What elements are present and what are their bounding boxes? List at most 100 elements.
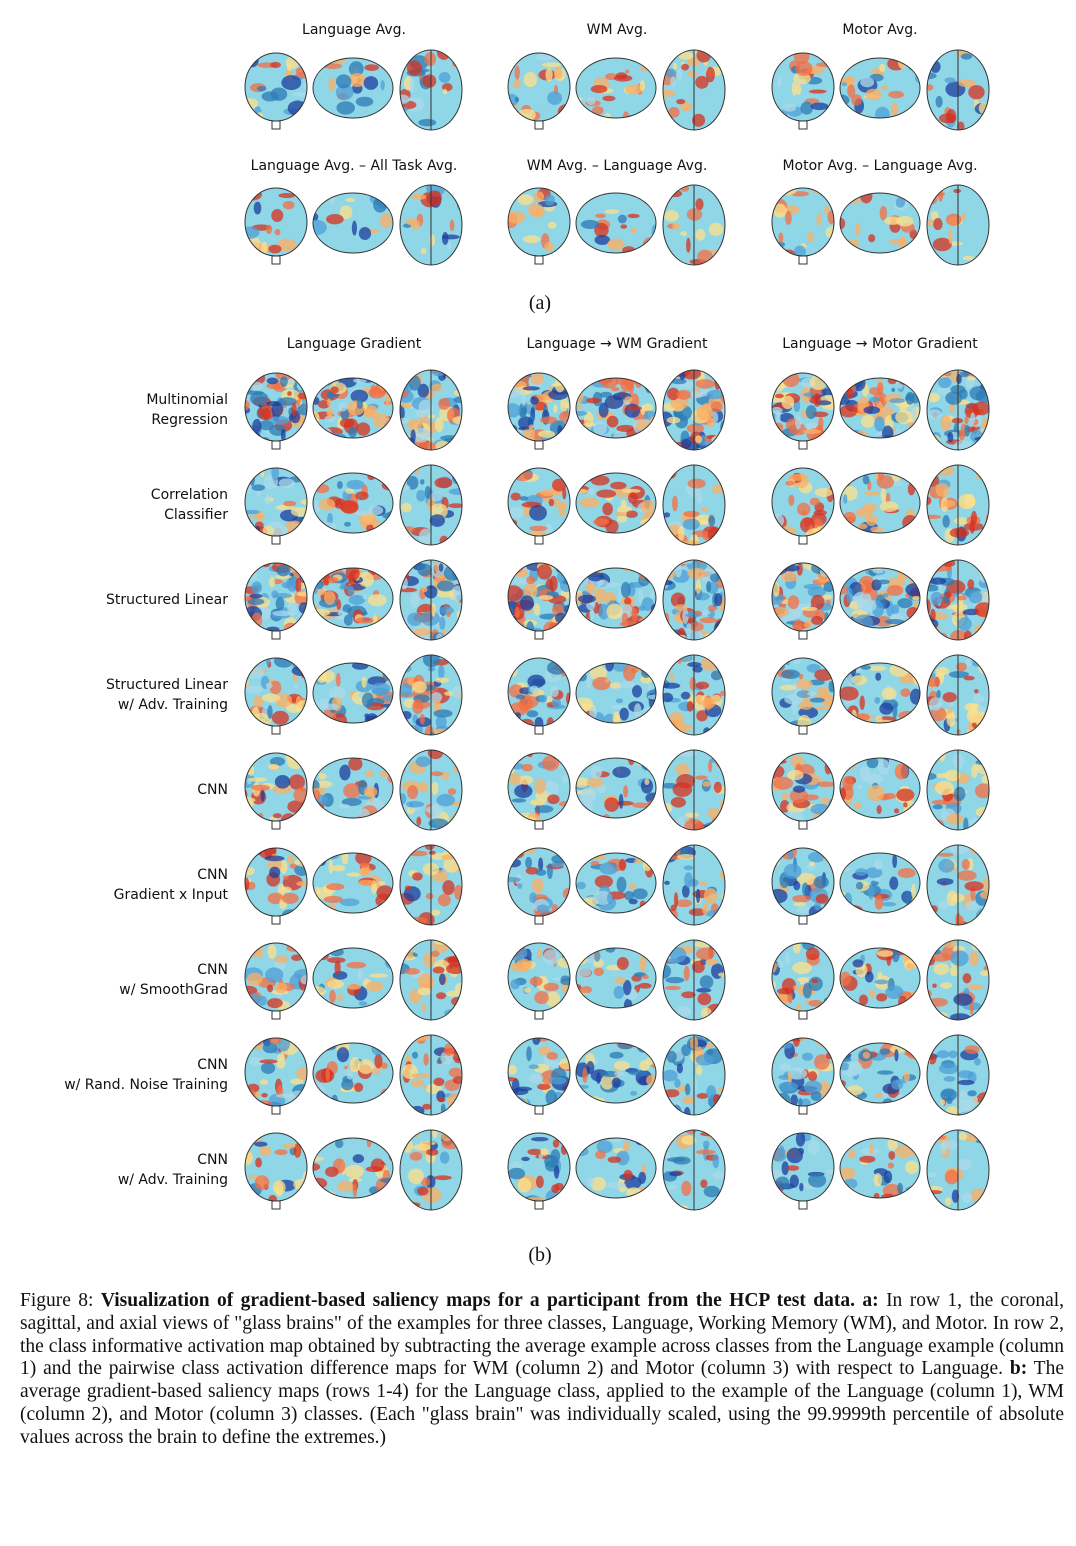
brain-view	[245, 53, 307, 121]
brain-blob	[278, 478, 295, 489]
brain-blob	[616, 957, 629, 970]
brain-blob	[840, 971, 852, 986]
brain-blob	[778, 1062, 791, 1071]
brain-blob	[927, 584, 940, 592]
brain-blob	[304, 699, 307, 714]
brain-outline	[312, 1042, 394, 1104]
brain-blob	[273, 593, 293, 599]
brain-view	[313, 663, 393, 723]
brain-blob	[683, 965, 690, 981]
brain-blob	[792, 785, 806, 793]
brain-blob	[245, 189, 262, 201]
brain-blob	[341, 1078, 354, 1091]
brain-blob	[432, 966, 445, 974]
brain-blob	[408, 1168, 424, 1185]
brain-blob	[927, 532, 937, 545]
brain-blob	[719, 465, 725, 477]
brain-blob	[694, 775, 708, 780]
brain-outline	[839, 57, 921, 119]
brain-blob	[433, 709, 453, 718]
brain-blob	[680, 438, 692, 449]
brain-blob	[803, 429, 822, 434]
brain-outline	[312, 662, 394, 724]
brain-blob	[808, 1173, 827, 1188]
brain-view	[508, 658, 570, 726]
brain-blob	[600, 1074, 614, 1090]
brain-blob	[807, 691, 818, 696]
brain-blob	[877, 971, 883, 979]
brain-blob	[842, 775, 854, 791]
brain-view	[840, 473, 920, 533]
brain-blob	[640, 404, 646, 416]
brain-blob	[801, 1052, 814, 1061]
brain-blob	[816, 213, 823, 226]
brain-blob	[404, 968, 420, 975]
brain-blob	[509, 773, 521, 785]
brain-blob	[944, 1169, 959, 1185]
brain-blob	[879, 702, 894, 715]
brain-blob	[431, 781, 439, 795]
brain-blob	[301, 658, 307, 671]
brain-outline	[575, 472, 657, 534]
brain-blob	[672, 222, 680, 230]
brain-blob	[551, 698, 562, 708]
brain-blob	[607, 1156, 622, 1163]
brain-blob	[703, 1185, 720, 1198]
brain-outline	[312, 472, 394, 534]
brain-blob	[927, 750, 931, 758]
brain-blob	[663, 692, 674, 703]
brain-blob	[772, 373, 785, 380]
brain-blob	[335, 1139, 344, 1149]
brain-blob	[527, 1148, 542, 1156]
brain-blob	[906, 525, 920, 533]
brain-blob	[887, 1138, 898, 1151]
brain-blob	[927, 1040, 934, 1048]
brain-blob	[245, 877, 250, 891]
brain-blob	[339, 764, 351, 781]
brain-blob	[953, 786, 966, 802]
brain-blob	[683, 865, 694, 871]
brain-blob	[576, 488, 588, 494]
brain-blob	[335, 672, 341, 687]
brain-blob	[840, 1167, 856, 1180]
brain-blob	[329, 989, 336, 1004]
brain-blob	[785, 951, 790, 965]
brain-blob	[378, 624, 385, 628]
brain-blob	[533, 603, 541, 616]
brain-blob	[323, 895, 343, 904]
brain-blob	[695, 888, 701, 904]
brain-base	[245, 1038, 307, 1106]
brain-blob	[544, 194, 555, 206]
brain-blob	[324, 853, 340, 860]
brain-blob	[256, 86, 267, 92]
brain-blob	[355, 491, 369, 501]
brain-blob	[929, 697, 942, 711]
brain-blob	[672, 62, 678, 71]
brain-blob	[772, 592, 785, 605]
brain-blob	[373, 948, 393, 957]
brain-blob	[670, 592, 686, 608]
brain-blob	[866, 758, 879, 769]
brain-blob	[670, 797, 686, 808]
brain-blob	[927, 668, 932, 679]
brain-blob	[642, 974, 649, 980]
brain-outline	[575, 757, 657, 819]
brain-blob	[815, 893, 829, 904]
brain-blob	[556, 814, 570, 821]
brain-blob	[963, 675, 975, 681]
brain-blob	[525, 867, 539, 875]
brain-blob	[447, 788, 457, 795]
brain-view	[576, 473, 656, 533]
brain-blob	[370, 1158, 385, 1172]
brain-blob	[371, 1068, 381, 1075]
brain-blob	[843, 199, 864, 204]
brain-blob	[787, 1067, 807, 1080]
text: (a)	[529, 292, 551, 314]
brain-blob	[644, 572, 656, 583]
brain-view	[245, 188, 307, 256]
brain-blob	[857, 784, 862, 790]
brain-blob	[785, 210, 792, 225]
brain-blob	[983, 1141, 989, 1147]
brain-blob	[287, 1090, 307, 1106]
brain-blob	[964, 493, 976, 508]
